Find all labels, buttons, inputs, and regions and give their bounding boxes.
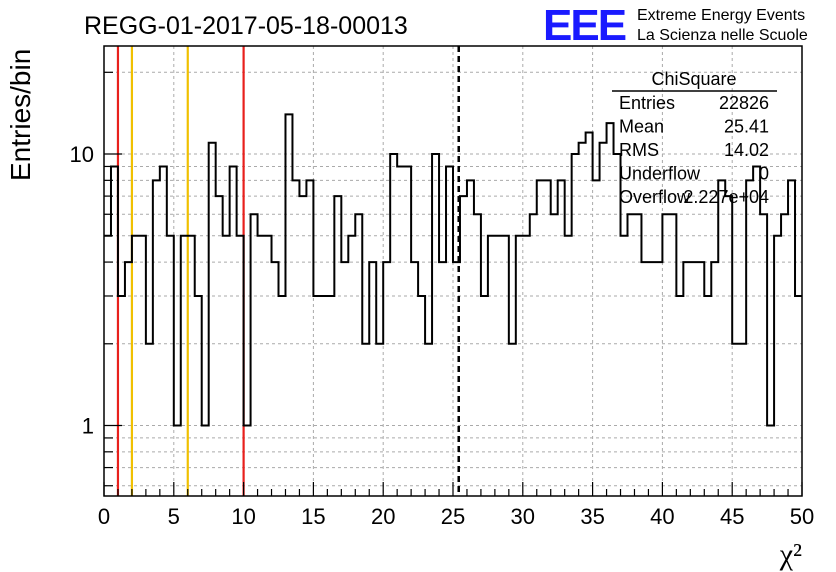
x-tick-label: 0 <box>98 504 110 529</box>
logo-line-2: La Scienza nelle Scuole <box>637 27 808 44</box>
x-tick-label: 45 <box>720 504 744 529</box>
stats-value: 14.02 <box>724 140 769 160</box>
axes: 0 5 10 15 20 25 30 35 40 45 50 1 10 <box>70 71 814 529</box>
x-tick-label: 30 <box>511 504 535 529</box>
logo-mark: EEE <box>543 1 626 50</box>
reference-lines <box>116 46 460 496</box>
stats-value: 25.41 <box>724 117 769 137</box>
x-tick-label: 15 <box>301 504 325 529</box>
x-tick-label: 10 <box>231 504 255 529</box>
chart-title: REGG-01-2017-05-18-00013 <box>84 12 408 40</box>
stats-value: 22826 <box>719 93 769 113</box>
y-tick-label: 10 <box>70 142 94 167</box>
stats-label: Entries <box>619 93 675 113</box>
x-tick-label: 50 <box>790 504 814 529</box>
y-tick-label: 1 <box>82 414 94 439</box>
stats-value: 2.227e+04 <box>683 187 769 207</box>
x-tick-label: 20 <box>371 504 395 529</box>
stats-label: Underflow <box>619 164 701 184</box>
eee-logo: EEE Extreme Energy Events La Scienza nel… <box>543 1 808 50</box>
x-tick-label: 40 <box>650 504 674 529</box>
stats-label: Mean <box>619 117 664 137</box>
x-axis-label: χ² <box>779 538 802 571</box>
logo-line-1: Extreme Energy Events <box>637 7 805 24</box>
stats-label: Overflow <box>619 187 691 207</box>
histogram-series <box>104 113 802 427</box>
stats-label: RMS <box>619 140 659 160</box>
stats-value: 0 <box>759 164 769 184</box>
x-tick-label: 5 <box>168 504 180 529</box>
stats-box: ChiSquare Entries 22826 Mean 25.41 RMS 14.02 U… <box>612 69 777 207</box>
stats-title: ChiSquare <box>651 69 736 89</box>
x-tick-label: 25 <box>441 504 465 529</box>
x-tick-label: 35 <box>580 504 604 529</box>
y-axis-label: Entries/bin <box>5 49 36 181</box>
